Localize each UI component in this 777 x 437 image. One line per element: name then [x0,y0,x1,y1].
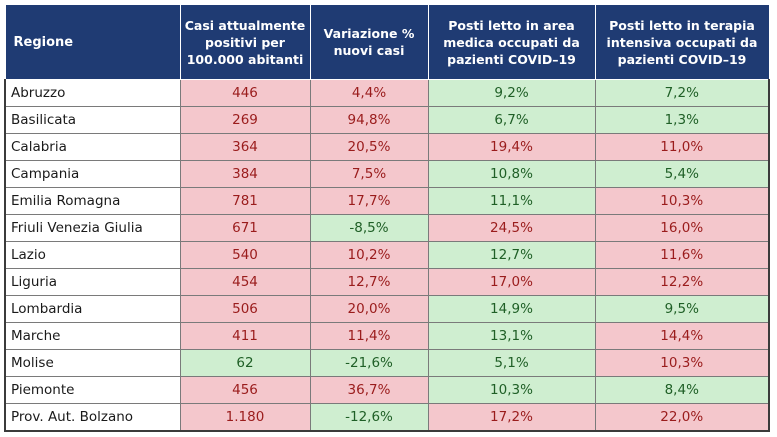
casi-positivi-cell: 456 [179,376,311,404]
casi-positivi-cell: 364 [179,133,311,161]
area-medica-cell: 5,1% [427,349,596,377]
region-name-cell: Liguria [4,268,181,296]
casi-positivi-cell: 1.180 [179,403,311,432]
covid-regions-table-container: Regione Casi attualmente positivi per 10… [4,4,770,432]
region-name-cell: Emilia Romagna [4,187,181,215]
column-header-posti-terapia-intensiva: Posti letto in terapia intensiva occupat… [594,4,770,80]
variazione-cell: 20,0% [309,295,429,323]
area-medica-cell: 10,8% [427,160,596,188]
area-medica-cell: 13,1% [427,322,596,350]
area-medica-cell: 17,0% [427,268,596,296]
casi-positivi-cell: 269 [179,106,311,134]
variazione-cell: 20,5% [309,133,429,161]
table-row: Basilicata 269 94,8% 6,7% 1,3% [4,106,770,134]
terapia-intensiva-cell: 8,4% [594,376,770,404]
variazione-cell: 17,7% [309,187,429,215]
table-row: Abruzzo 446 4,4% 9,2% 7,2% [4,79,770,107]
table-row: Lazio 540 10,2% 12,7% 11,6% [4,241,770,269]
terapia-intensiva-cell: 12,2% [594,268,770,296]
terapia-intensiva-cell: 9,5% [594,295,770,323]
area-medica-cell: 6,7% [427,106,596,134]
region-name-cell: Lombardia [4,295,181,323]
table-row: Emilia Romagna 781 17,7% 11,1% 10,3% [4,187,770,215]
area-medica-cell: 10,3% [427,376,596,404]
casi-positivi-cell: 454 [179,268,311,296]
terapia-intensiva-cell: 5,4% [594,160,770,188]
area-medica-cell: 14,9% [427,295,596,323]
variazione-cell: 36,7% [309,376,429,404]
variazione-cell: 7,5% [309,160,429,188]
table-row: Calabria 364 20,5% 19,4% 11,0% [4,133,770,161]
terapia-intensiva-cell: 7,2% [594,79,770,107]
region-name-cell: Friuli Venezia Giulia [4,214,181,242]
variazione-cell: 4,4% [309,79,429,107]
area-medica-cell: 19,4% [427,133,596,161]
terapia-intensiva-cell: 14,4% [594,322,770,350]
table-row: Friuli Venezia Giulia 671 -8,5% 24,5% 16,0% [4,214,770,242]
column-header-casi-positivi: Casi attualmente positivi per 100.000 ab… [179,4,311,80]
terapia-intensiva-cell: 11,0% [594,133,770,161]
table-row: Lombardia 506 20,0% 14,9% 9,5% [4,295,770,323]
region-name-cell: Piemonte [4,376,181,404]
casi-positivi-cell: 671 [179,214,311,242]
casi-positivi-cell: 540 [179,241,311,269]
table-row: Molise 62 -21,6% 5,1% 10,3% [4,349,770,377]
table-row: Piemonte 456 36,7% 10,3% 8,4% [4,376,770,404]
region-name-cell: Campania [4,160,181,188]
variazione-cell: -12,6% [309,403,429,432]
casi-positivi-cell: 384 [179,160,311,188]
column-header-regione: Regione [4,4,181,80]
casi-positivi-cell: 781 [179,187,311,215]
table-row: Prov. Aut. Bolzano 1.180 -12,6% 17,2% 22,0% [4,403,770,432]
variazione-cell: 10,2% [309,241,429,269]
area-medica-cell: 11,1% [427,187,596,215]
area-medica-cell: 17,2% [427,403,596,432]
table-row: Liguria 454 12,7% 17,0% 12,2% [4,268,770,296]
region-name-cell: Molise [4,349,181,377]
region-name-cell: Abruzzo [4,79,181,107]
column-header-variazione-nuovi-casi: Variazione % nuovi casi [309,4,429,80]
table-row: Campania 384 7,5% 10,8% 5,4% [4,160,770,188]
casi-positivi-cell: 506 [179,295,311,323]
variazione-cell: 11,4% [309,322,429,350]
casi-positivi-cell: 411 [179,322,311,350]
terapia-intensiva-cell: 10,3% [594,349,770,377]
region-name-cell: Calabria [4,133,181,161]
casi-positivi-cell: 446 [179,79,311,107]
terapia-intensiva-cell: 16,0% [594,214,770,242]
table-body: Abruzzo 446 4,4% 9,2% 7,2% Basilicata 269 94,8%… [4,79,770,432]
covid-regions-table: Regione Casi attualmente positivi per 10… [4,4,770,432]
region-name-cell: Prov. Aut. Bolzano [4,403,181,432]
area-medica-cell: 12,7% [427,241,596,269]
variazione-cell: 12,7% [309,268,429,296]
terapia-intensiva-cell: 10,3% [594,187,770,215]
region-name-cell: Marche [4,322,181,350]
terapia-intensiva-cell: 11,6% [594,241,770,269]
region-name-cell: Lazio [4,241,181,269]
variazione-cell: 94,8% [309,106,429,134]
area-medica-cell: 24,5% [427,214,596,242]
variazione-cell: -21,6% [309,349,429,377]
table-row: Marche 411 11,4% 13,1% 14,4% [4,322,770,350]
region-name-cell: Basilicata [4,106,181,134]
terapia-intensiva-cell: 1,3% [594,106,770,134]
header-row: Regione Casi attualmente positivi per 10… [4,4,770,80]
variazione-cell: -8,5% [309,214,429,242]
column-header-posti-area-medica: Posti letto in area medica occupati da p… [427,4,596,80]
casi-positivi-cell: 62 [179,349,311,377]
area-medica-cell: 9,2% [427,79,596,107]
table-header: Regione Casi attualmente positivi per 10… [4,4,770,80]
terapia-intensiva-cell: 22,0% [594,403,770,432]
